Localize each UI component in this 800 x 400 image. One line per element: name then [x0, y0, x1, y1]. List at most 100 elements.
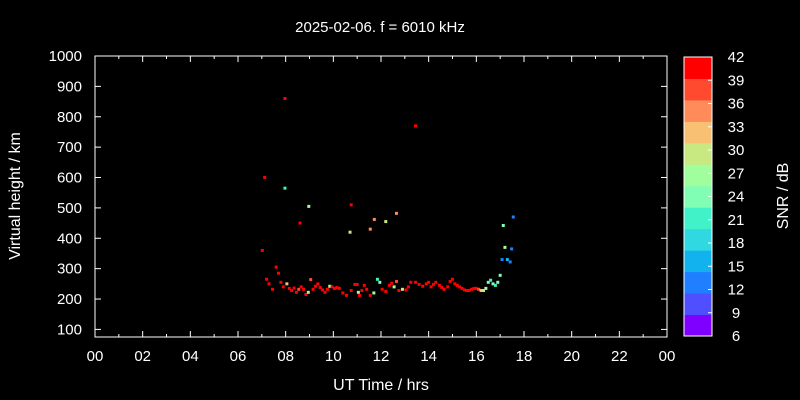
- data-point: [400, 287, 404, 291]
- x-axis: 00 02 04 06 08 10 12 14 16 18 20 22 00: [87, 56, 676, 365]
- colorbar-tick-label: 9: [732, 305, 740, 322]
- data-point: [356, 290, 360, 294]
- data-point: [498, 273, 502, 277]
- colorbar-segment: [684, 228, 712, 251]
- y-tick-label: 300: [57, 261, 82, 278]
- y-tick-label: 600: [57, 170, 82, 187]
- colorbar-tick-label: 12: [728, 282, 745, 299]
- data-point: [365, 287, 369, 291]
- x-axis-label: UT Time / hrs: [333, 377, 429, 394]
- data-point: [442, 287, 446, 291]
- colorbar-segment: [684, 314, 712, 337]
- chart-title: 2025-02-06. f = 6010 kHz: [295, 19, 465, 36]
- data-point: [298, 221, 302, 225]
- x-tick-label: 20: [563, 348, 580, 365]
- x-tick-label: 00: [659, 348, 676, 365]
- x-tick-label: 10: [325, 348, 342, 365]
- data-point: [281, 285, 285, 289]
- colorbar-tick-label: 27: [728, 165, 745, 182]
- data-point: [406, 285, 410, 289]
- data-point: [353, 282, 357, 286]
- data-point: [387, 283, 391, 287]
- data-point: [304, 292, 308, 296]
- data-point: [404, 288, 408, 292]
- data-point: [297, 287, 301, 291]
- data-point: [451, 277, 454, 281]
- colorbar-tick-label: 33: [728, 119, 745, 136]
- data-point: [372, 217, 376, 221]
- colorbar-segment: [684, 207, 712, 230]
- data-point: [267, 282, 271, 286]
- data-point: [335, 285, 339, 289]
- data-point: [467, 289, 471, 293]
- data-point: [390, 281, 394, 285]
- plot-area: [94, 55, 668, 338]
- data-point: [307, 204, 311, 208]
- data-point: [333, 286, 337, 290]
- data-point: [344, 293, 348, 297]
- data-point: [380, 287, 384, 291]
- data-point: [368, 293, 372, 297]
- colorbar-tick-label: 6: [732, 328, 740, 345]
- data-point: [287, 286, 291, 290]
- data-point: [394, 279, 398, 283]
- colorbar-tick-label: 42: [728, 49, 745, 66]
- data-point: [349, 203, 353, 207]
- data-point: [491, 282, 495, 286]
- data-point: [283, 186, 287, 190]
- data-point: [429, 285, 433, 289]
- x-tick-label: 12: [373, 348, 390, 365]
- data-point: [470, 287, 474, 291]
- data-point: [414, 124, 418, 128]
- data-point: [421, 284, 425, 288]
- colorbar-segment: [684, 250, 712, 273]
- data-point: [437, 283, 441, 287]
- colorbar-tick-label: 21: [728, 212, 745, 229]
- x-tick-label: 16: [468, 348, 485, 365]
- data-point: [417, 282, 421, 286]
- data-point: [283, 97, 287, 101]
- data-point: [458, 285, 462, 289]
- data-point: [486, 280, 490, 284]
- data-point: [323, 290, 327, 294]
- colorbar-tick-label: 24: [728, 189, 745, 206]
- data-point: [263, 176, 267, 180]
- colorbar-segment: [684, 185, 712, 208]
- data-point: [311, 287, 315, 291]
- data-point: [328, 284, 332, 288]
- colorbar-segment: [684, 78, 712, 101]
- colorbar-segment: [684, 57, 712, 79]
- x-tick-label: 02: [134, 348, 151, 365]
- data-point: [496, 280, 500, 284]
- colorbar-segment: [684, 142, 712, 165]
- data-point: [484, 286, 488, 290]
- data-point: [372, 291, 376, 295]
- data-point: [316, 282, 320, 286]
- y-axis-label: Virtual height / km: [7, 132, 24, 260]
- data-point: [503, 245, 507, 249]
- data-point: [321, 288, 325, 292]
- colorbar-tick-label: 36: [728, 96, 745, 113]
- colorbar: 6 9 12 15 18 21 24 27 30 33 36 39 42: [683, 49, 745, 345]
- data-point: [349, 289, 353, 293]
- x-tick-label: 08: [277, 348, 294, 365]
- data-point: [501, 224, 505, 228]
- data-point: [424, 282, 428, 286]
- data-point: [440, 285, 444, 289]
- colorbar-segment: [684, 271, 712, 294]
- y-tick-label: 800: [57, 109, 82, 126]
- colorbar-tick-label: 18: [728, 235, 745, 252]
- colorbar-segment: [684, 99, 712, 122]
- data-point: [348, 230, 352, 234]
- data-point: [378, 280, 382, 284]
- data-point: [375, 277, 379, 281]
- data-point: [302, 287, 306, 291]
- data-point: [330, 285, 334, 289]
- data-point: [274, 265, 278, 269]
- data-point: [508, 260, 512, 264]
- data-point: [294, 290, 298, 294]
- data-point: [460, 286, 464, 290]
- y-tick-label: 100: [57, 321, 82, 338]
- colorbar-tick-label: 39: [728, 72, 745, 89]
- data-point: [337, 286, 341, 290]
